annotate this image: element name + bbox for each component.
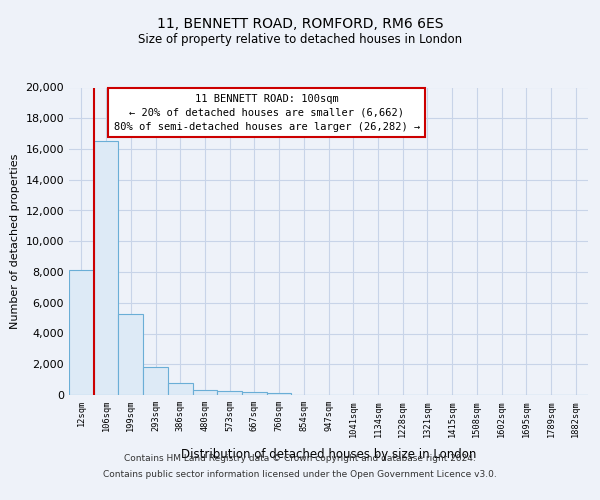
- X-axis label: Distribution of detached houses by size in London: Distribution of detached houses by size …: [181, 448, 476, 460]
- Text: 11 BENNETT ROAD: 100sqm
← 20% of detached houses are smaller (6,662)
80% of semi: 11 BENNETT ROAD: 100sqm ← 20% of detache…: [113, 94, 420, 132]
- Bar: [143, 366, 168, 395]
- Text: Contains public sector information licensed under the Open Government Licence v3: Contains public sector information licen…: [103, 470, 497, 479]
- Bar: [217, 391, 242, 395]
- Bar: [118, 314, 143, 395]
- Text: Size of property relative to detached houses in London: Size of property relative to detached ho…: [138, 32, 462, 46]
- Bar: [267, 392, 292, 395]
- Y-axis label: Number of detached properties: Number of detached properties: [10, 154, 20, 329]
- Bar: [69, 270, 94, 395]
- Bar: [242, 392, 267, 395]
- Text: Contains HM Land Registry data © Crown copyright and database right 2024.: Contains HM Land Registry data © Crown c…: [124, 454, 476, 463]
- Bar: [168, 384, 193, 395]
- Bar: [94, 140, 118, 395]
- Text: 11, BENNETT ROAD, ROMFORD, RM6 6ES: 11, BENNETT ROAD, ROMFORD, RM6 6ES: [157, 18, 443, 32]
- Bar: [193, 390, 217, 395]
